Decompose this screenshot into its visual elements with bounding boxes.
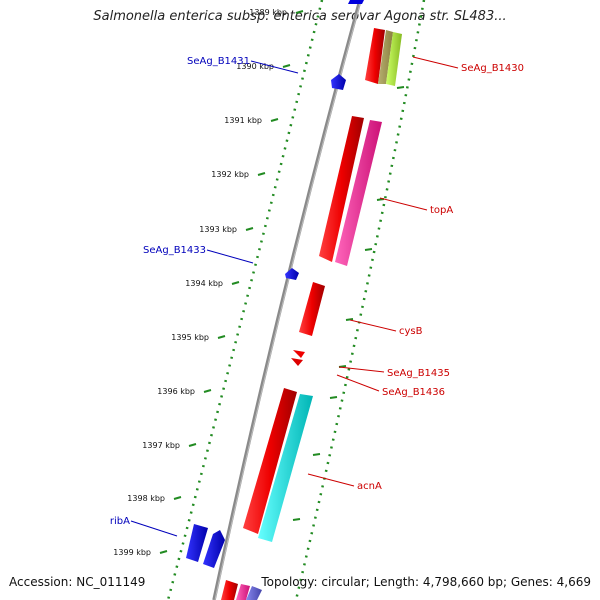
leader-line-SeAg_B1436	[336, 374, 380, 392]
feature-SeAg_B1430-olive[interactable]	[378, 30, 393, 84]
tick-label: 1394 kbp	[185, 279, 223, 288]
feature-SeAg_B1431[interactable]	[331, 74, 346, 90]
tick-label: 1392 kbp	[211, 170, 249, 179]
leader-line-SeAg_B1433	[206, 249, 254, 264]
minor-tick	[329, 396, 338, 399]
tick-mark	[270, 118, 279, 122]
gene-label-cysB[interactable]: cysB	[399, 326, 423, 337]
tick-label: 1389 kbp	[249, 8, 287, 17]
tick-label: 1399 kbp	[113, 548, 151, 557]
gene-label-SeAg_B1436[interactable]: SeAg_B1436	[382, 387, 445, 398]
tick-mark	[203, 389, 212, 393]
minor-tick	[312, 453, 321, 456]
tick-mark	[159, 550, 168, 554]
feature-ribA[interactable]	[186, 524, 208, 562]
tick-group: 1389 kbp 1390 kbp 1391 kbp 1392 kbp 1393 kbp…	[113, 8, 405, 557]
accession-text: Accession: NC_011149	[9, 575, 146, 589]
tick-label: 1395 kbp	[171, 333, 209, 342]
gene-label-SeAg_B1433[interactable]: SeAg_B1433	[143, 245, 206, 256]
feature-top-blue[interactable]	[348, 0, 364, 4]
label-group: SeAg_B1430 topA cysB SeAg_B1435 SeAg_B1436ac…	[110, 56, 524, 537]
gene-label-ribA[interactable]: ribA	[110, 516, 130, 527]
gene-label-SeAg_B1435[interactable]: SeAg_B1435	[387, 368, 450, 379]
leader-line-SeAg_B1435	[338, 366, 385, 373]
feature-SeAg_B1430-lime[interactable]	[386, 32, 402, 86]
leader-line-cysB	[349, 319, 397, 332]
tick-label: 1397 kbp	[142, 441, 180, 450]
gene-label-SeAg_B1430[interactable]: SeAg_B1430	[461, 63, 524, 74]
tick-label: 1396 kbp	[157, 387, 195, 396]
genome-summary-text: Topology: circular; Length: 4,798,660 bp…	[261, 575, 591, 589]
leader-line-SeAg_B1431	[250, 60, 299, 74]
gene-label-acnA[interactable]: acnA	[357, 481, 382, 492]
tick-mark	[231, 281, 240, 285]
feature-bottom-pink[interactable]	[236, 584, 250, 600]
backbone-arc-highlight	[214, 0, 362, 600]
tick-mark	[257, 172, 266, 176]
minor-tick	[292, 518, 301, 521]
feature-acnA-cyan[interactable]	[258, 394, 313, 542]
leader-line-acnA	[307, 473, 355, 487]
tick-mark	[188, 443, 197, 447]
feature-ribA-2[interactable]	[203, 530, 225, 568]
feature-acnA[interactable]	[243, 388, 297, 534]
map-title: Salmonella enterica subsp. enterica sero…	[93, 9, 507, 24]
tick-mark	[245, 227, 254, 231]
tick-label: 1393 kbp	[199, 225, 237, 234]
tick-label: 1390 kbp	[236, 62, 274, 71]
leader-line-SeAg_B1430	[412, 56, 459, 69]
feature-SeAg_B1435[interactable]	[293, 350, 305, 358]
feature-SeAg_B1436[interactable]	[291, 358, 303, 366]
feature-topA-rna[interactable]	[335, 120, 382, 266]
gene-label-topA[interactable]: topA	[430, 205, 453, 216]
tick-label: 1398 kbp	[127, 494, 165, 503]
minor-tick	[345, 318, 354, 321]
tick-mark	[217, 335, 226, 339]
backbone-arc	[212, 0, 362, 600]
minor-tick	[364, 248, 373, 251]
tick-mark	[295, 10, 304, 14]
feature-topA[interactable]	[319, 116, 364, 262]
leader-line-topA	[379, 197, 428, 211]
gene-label-SeAg_B1431[interactable]: SeAg_B1431	[187, 56, 250, 67]
minor-tick	[396, 86, 405, 89]
feature-SeAg_B1430[interactable]	[365, 28, 385, 84]
leader-line-ribA	[130, 520, 178, 537]
feature-SeAg_B1433[interactable]	[285, 268, 299, 280]
tick-label: 1391 kbp	[224, 116, 262, 125]
tick-mark	[282, 64, 291, 68]
inner-dotted-track	[166, 0, 324, 600]
feature-bottom-red[interactable]	[221, 580, 238, 600]
feature-cysB[interactable]	[299, 282, 325, 336]
tick-mark	[173, 496, 182, 500]
feature-bottom-violet[interactable]	[246, 586, 262, 600]
